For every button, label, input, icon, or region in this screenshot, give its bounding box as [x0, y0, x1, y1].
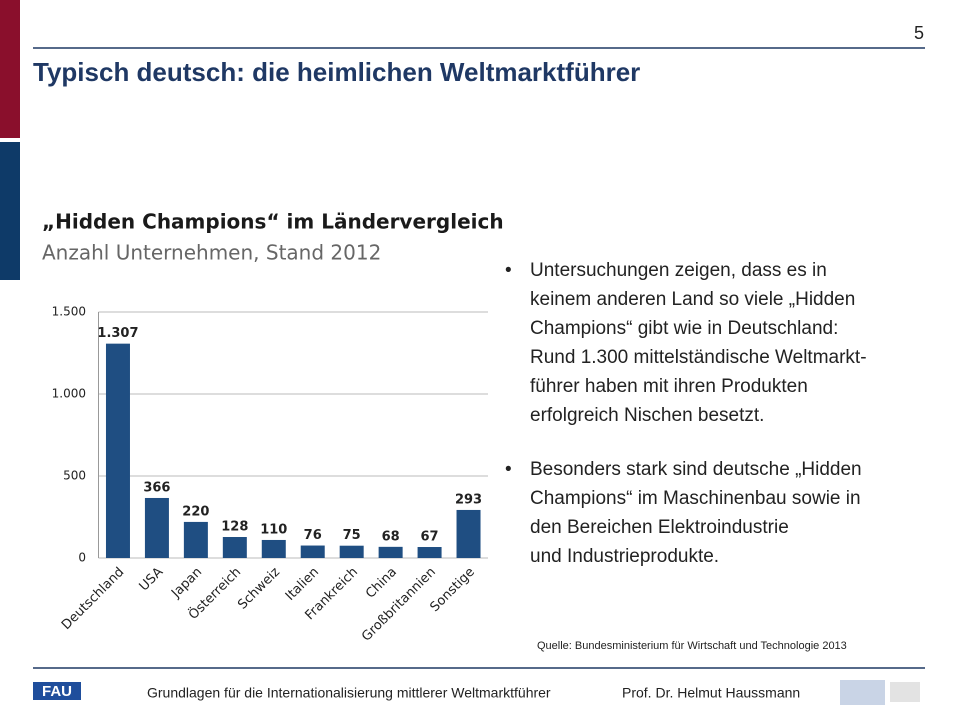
y-tick-label: 500 — [63, 469, 86, 483]
bar — [456, 509, 481, 558]
bullet-line: und Industrieprodukte. — [530, 546, 719, 567]
bullet-line: keinem anderen Land so viele „Hidden — [530, 289, 855, 310]
source: Quelle: Bundesministerium für Wirtschaft… — [537, 640, 847, 652]
slide-title: Typisch deutsch: die heimlichen Weltmark… — [33, 57, 640, 87]
world-logo — [840, 680, 920, 705]
bar — [144, 497, 169, 558]
bullet-dot: • — [505, 260, 512, 281]
chart-subtitle: Anzahl Unternehmen, Stand 2012 — [42, 241, 381, 265]
bar — [105, 343, 130, 558]
bullet-line: Champions“ gibt wie in Deutschland: — [530, 318, 838, 339]
bar — [300, 545, 325, 558]
page-number: 5 — [914, 23, 924, 43]
logo-box — [33, 682, 81, 700]
accent-red — [0, 0, 20, 138]
data-label: 75 — [343, 528, 361, 543]
bullet-line: Besonders stark sind deutsche „Hidden — [530, 459, 862, 480]
bar — [261, 539, 286, 558]
y-tick-label: 1.500 — [52, 305, 86, 319]
data-label: 293 — [455, 492, 482, 507]
data-label: 68 — [382, 529, 400, 544]
data-label: 76 — [304, 528, 322, 543]
data-label: 128 — [221, 520, 248, 535]
x-tick-label: Schweiz — [235, 565, 283, 613]
bar — [378, 546, 403, 558]
data-label: 366 — [143, 480, 170, 495]
bar — [222, 537, 247, 558]
footer-author: Prof. Dr. Helmut Haussmann — [622, 685, 800, 701]
footer-course: Grundlagen für die Internationalisierung… — [147, 685, 551, 701]
x-tick-label: China — [363, 565, 400, 602]
y-tick-label: 0 — [78, 551, 86, 565]
chart-title: „Hidden Champions“ im Ländervergleich — [42, 210, 504, 234]
bullet-line: Champions“ im Maschinenbau sowie in — [530, 488, 861, 509]
x-tick-label: Japan — [168, 565, 205, 602]
bullet-line: führer haben mit ihren Produkten — [530, 376, 808, 397]
x-tick-label: USA — [137, 565, 167, 595]
y-tick-label: 1.000 — [52, 387, 86, 401]
bar — [183, 521, 208, 558]
bullet-dot: • — [505, 459, 512, 480]
x-tick-label: Deutschland — [59, 565, 127, 633]
bullet-line: den Bereichen Elektroindustrie — [530, 517, 789, 538]
data-label: 67 — [421, 530, 439, 545]
logo: FAU — [42, 683, 72, 700]
data-label: 1.307 — [97, 326, 138, 341]
bullet-line: Rund 1.300 mittelständische Weltmarkt- — [530, 347, 867, 368]
data-label: 110 — [260, 522, 287, 537]
bar — [339, 545, 364, 558]
bullet-line: Untersuchungen zeigen, dass es in — [530, 260, 827, 281]
data-label: 220 — [182, 504, 209, 519]
accent-blue — [0, 142, 20, 280]
bar — [417, 547, 442, 558]
bullet-line: erfolgreich Nischen besetzt. — [530, 405, 764, 426]
